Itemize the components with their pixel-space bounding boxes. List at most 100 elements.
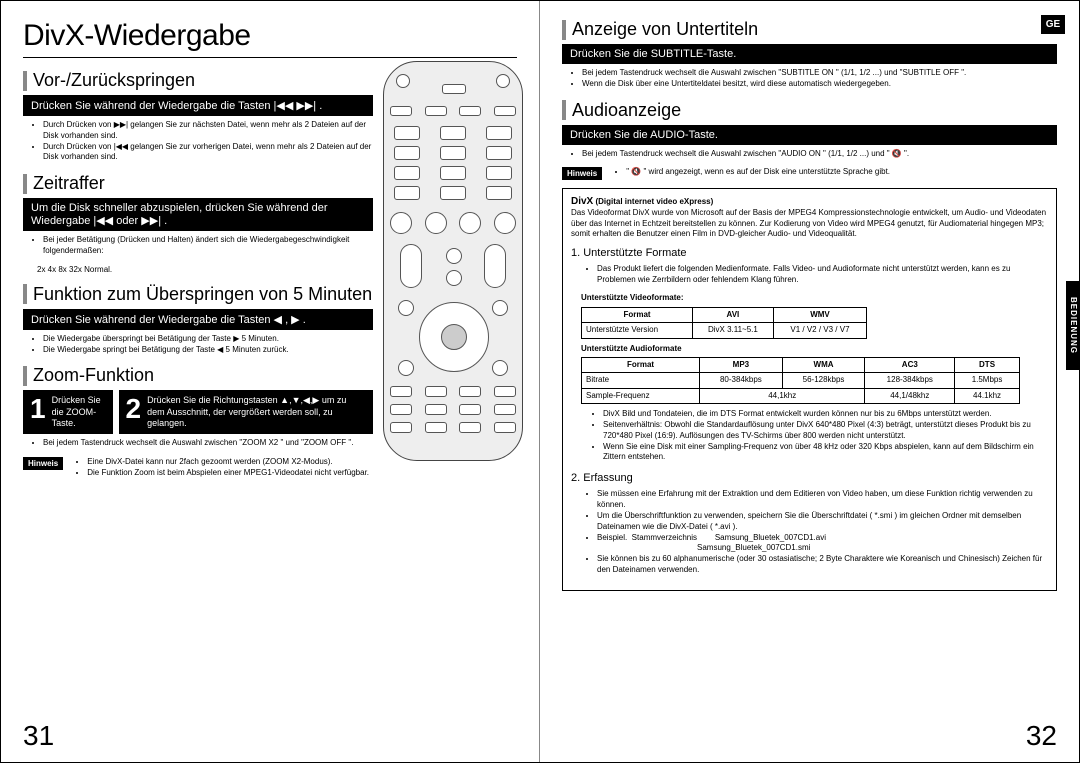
sec-subtitle-instruction: Drücken Sie die SUBTITLE-Taste. <box>562 44 1057 64</box>
remote-btn <box>390 404 412 415</box>
manual-spread: DivX-Wiedergabe Vor-/Zurückspringen Drüc… <box>0 0 1080 763</box>
step-text: Drücken Sie die Richtungstasten ▲,▼,◀,▶ … <box>147 395 366 429</box>
remote-btn <box>390 386 412 397</box>
left-content: Vor-/Zurückspringen Drücken Sie während … <box>23 70 373 479</box>
remote-volume <box>400 244 422 288</box>
remote-btn <box>390 212 412 234</box>
step-number: 1 <box>30 395 46 423</box>
remote-btn <box>492 300 508 316</box>
remote-btn <box>440 186 466 200</box>
remote-btn <box>425 422 447 433</box>
bullet: Bei jedem Tastendruck wechselt die Auswa… <box>582 149 1057 160</box>
capture-bullets: Sie müssen eine Erfahrung mit der Extrak… <box>589 489 1048 575</box>
remote-btn <box>398 300 414 316</box>
td: 1.5Mbps <box>955 373 1020 388</box>
bullet: Die Funktion Zoom ist beim Abspielen ein… <box>87 468 369 479</box>
bullet: Bei jedem Tastendruck wechselt die Auswa… <box>43 438 373 449</box>
page-31: DivX-Wiedergabe Vor-/Zurückspringen Drüc… <box>1 1 540 762</box>
bullet: Seitenverhältnis: Obwohl die Standardauf… <box>603 420 1048 442</box>
divx-hd: DivX <box>571 196 593 207</box>
remote-btn <box>394 166 420 180</box>
zoom-step-2: 2 Drücken Sie die Richtungstasten ▲,▼,◀,… <box>119 390 373 434</box>
video-formats-label: Unterstützte Videoformate: <box>581 293 1048 303</box>
table-row: Sample-Frequenz 44,1khz 44,1/48khz 44.1k… <box>582 388 1020 403</box>
remote-btn <box>486 166 512 180</box>
bullet: Sie müssen eine Erfahrung mit der Extrak… <box>597 489 1048 511</box>
divx-hd-sub: (Digital internet video eXpress) <box>595 197 713 206</box>
table-row: Format AVI WMV <box>582 307 867 322</box>
bullet: Durch Drücken von ▶▶| gelangen Sie zur n… <box>43 120 373 142</box>
remote-btn <box>440 126 466 140</box>
zoom-note: Hinweis Eine DivX-Datei kann nur 2fach g… <box>23 457 373 479</box>
sec-audio-instruction: Drücken Sie die AUDIO-Taste. <box>562 125 1057 145</box>
th: Format <box>582 307 693 322</box>
remote-row <box>384 212 522 234</box>
bullet: Die Wiedergabe springt bei Betätigung de… <box>43 345 373 356</box>
td: Bitrate <box>582 373 700 388</box>
remote-channel <box>484 244 506 288</box>
td: 56-128kbps <box>782 373 865 388</box>
sec-timelapse-head: Zeitraffer <box>23 173 373 194</box>
sec-skip-bullets: Durch Drücken von ▶▶| gelangen Sie zur n… <box>35 120 373 163</box>
remote-row <box>384 386 522 397</box>
sec-timelapse-bullets: Bei jeder Betätigung (Drücken und Halten… <box>35 235 373 257</box>
sec-subtitle-head: Anzeige von Untertiteln <box>562 19 1057 40</box>
note-label: Hinweis <box>562 167 602 180</box>
divx-intro: Das Videoformat DivX wurde von Microsoft… <box>571 208 1048 239</box>
bullet: Sie können bis zu 60 alphanumerische (od… <box>597 554 1048 576</box>
remote-btn <box>394 186 420 200</box>
divx-heading: DivX (Digital internet video eXpress) <box>571 195 1048 208</box>
th: AVI <box>693 307 774 322</box>
remote-btn <box>496 74 510 88</box>
section-tab: BEDIENUNG <box>1066 281 1080 370</box>
sec-5min-instruction: Drücken Sie während der Wiedergabe die T… <box>23 309 373 330</box>
remote-btn <box>459 106 481 116</box>
table-row: Unterstützte Version DivX 3.11~5.1 V1 / … <box>582 323 867 338</box>
note-bullets: Eine DivX-Datei kann nur 2fach gezoomt w… <box>81 457 369 479</box>
bullet: Eine DivX-Datei kann nur 2fach gezoomt w… <box>87 457 369 468</box>
remote-btn <box>425 106 447 116</box>
th: WMV <box>773 307 866 322</box>
td: 44,1khz <box>700 388 865 403</box>
page-number: 32 <box>1026 720 1057 752</box>
remote-btn <box>440 146 466 160</box>
step-number: 2 <box>126 395 142 423</box>
remote-btn <box>390 422 412 433</box>
bullet: Bei jeder Betätigung (Drücken und Halten… <box>43 235 373 257</box>
divx-info-box: DivX (Digital internet video eXpress) Da… <box>562 188 1057 590</box>
bullet: Durch Drücken von |◀◀ gelangen Sie zur v… <box>43 142 373 164</box>
page-32: GE BEDIENUNG Anzeige von Untertiteln Drü… <box>540 1 1079 762</box>
remote-btn <box>390 106 412 116</box>
bullet: Wenn Sie eine Disk mit einer Sampling-Fr… <box>603 442 1048 464</box>
bullet: Bei jedem Tastendruck wechselt die Auswa… <box>582 68 1057 79</box>
td: 44.1khz <box>955 388 1020 403</box>
video-formats-table: Format AVI WMV Unterstützte Version DivX… <box>581 307 867 339</box>
speed-levels: 2x 4x 8x 32x Normal. <box>37 265 373 274</box>
remote-btn <box>446 248 462 264</box>
bullet: Um die Überschriftfunktion zu verwenden,… <box>597 511 1048 533</box>
remote-btn <box>494 212 516 234</box>
remote-btn <box>494 386 516 397</box>
remote-btn <box>459 404 481 415</box>
remote-row <box>384 404 522 415</box>
sec-subtitle-bullets: Bei jedem Tastendruck wechselt die Auswa… <box>574 68 1057 90</box>
remote-row <box>384 166 522 180</box>
th: MP3 <box>700 358 783 373</box>
audio-formats-table: Format MP3 WMA AC3 DTS Bitrate 80-384kbp… <box>581 357 1020 404</box>
sec-5min-head: Funktion zum Überspringen von 5 Minuten <box>23 284 373 305</box>
remote-btn <box>425 212 447 234</box>
zoom-step-1: 1 Drücken Sie die ZOOM-Taste. <box>23 390 113 434</box>
remote-btn <box>442 84 466 94</box>
remote-row <box>384 126 522 140</box>
th: Format <box>582 358 700 373</box>
audio-note: Hinweis " 🔇 " wird angezeigt, wenn es au… <box>562 167 1057 180</box>
remote-btn <box>494 422 516 433</box>
remote-row <box>384 422 522 433</box>
bullet: Wenn die Disk über eine Untertiteldatei … <box>582 79 1057 90</box>
page-title: DivX-Wiedergabe <box>23 19 517 58</box>
remote-row <box>384 186 522 200</box>
sec-skip-instruction: Drücken Sie während der Wiedergabe die T… <box>23 95 373 116</box>
remote-control-illustration <box>383 61 523 461</box>
note-bullets: " 🔇 " wird angezeigt, wenn es auf der Di… <box>620 167 890 178</box>
td: Unterstützte Version <box>582 323 693 338</box>
